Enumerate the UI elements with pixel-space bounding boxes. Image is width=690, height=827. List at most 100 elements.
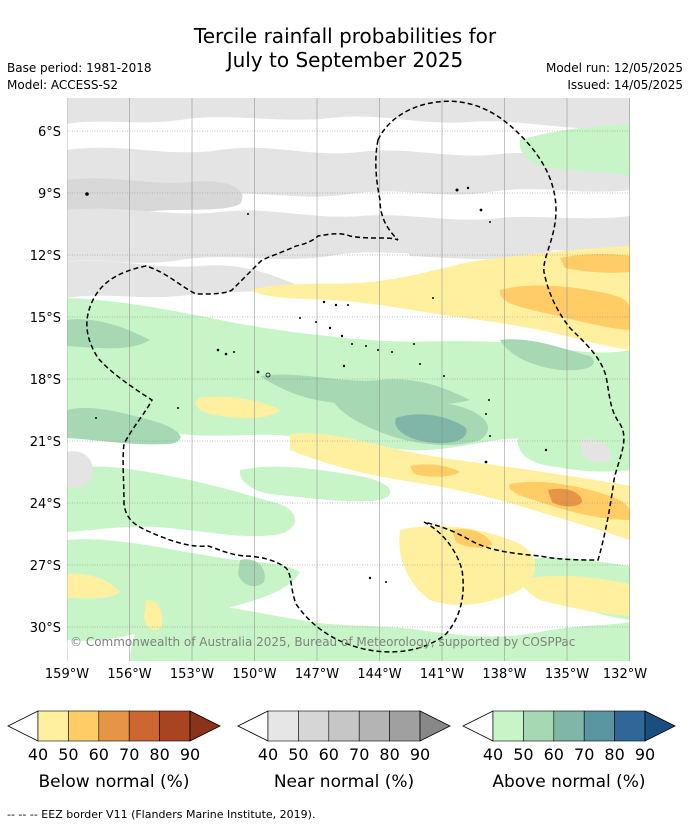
lat-label: 12°S	[30, 249, 61, 264]
colorbar-tick-label: 50	[288, 745, 308, 764]
near-normal-band-1	[67, 98, 630, 129]
colorbar-tick-label: 90	[635, 745, 655, 764]
colorbar-segment	[583, 710, 615, 742]
below-normal-band-2	[290, 433, 630, 540]
above-normal-ne	[519, 124, 630, 176]
lon-label: 132°W	[603, 667, 647, 682]
lon-label: 147°W	[295, 667, 339, 682]
above-normal-west	[67, 407, 181, 445]
colorbar-min-arrow	[7, 710, 39, 742]
meridians	[67, 98, 630, 661]
forecast-map: © Commonwealth of Australia 2025, Bureau…	[7, 98, 676, 792]
colorbar-max-arrow	[419, 710, 451, 742]
lon-label: 135°W	[545, 667, 589, 682]
above-normal-band-g	[130, 600, 630, 661]
model-name: Model: ACCESS-S2	[7, 78, 119, 92]
colorbar-min-arrow	[237, 710, 269, 742]
lon-label: 144°W	[357, 667, 401, 682]
near-normal-lower-2	[580, 438, 612, 463]
lat-label: 30°S	[30, 621, 61, 636]
colorbar-tick-label: 60	[319, 745, 339, 764]
below-normal-band-1b	[499, 285, 630, 330]
colorbars: 40 50 60 70 80 90 Below normal (%) 40 50 60 70 80 90…	[7, 710, 676, 792]
colorbar-segment	[358, 710, 390, 742]
colorbar-tick-label: 40	[28, 745, 48, 764]
colorbar-segment	[37, 710, 69, 742]
colorbar-tick-label: 40	[483, 745, 503, 764]
above-normal-blob-sw	[238, 559, 265, 587]
longitude-labels: 159°W 156°W 153°W 150°W 147°W 144°W 141°…	[45, 667, 647, 682]
title-line-2: July to September 2025	[226, 48, 464, 72]
below-normal-mid	[410, 464, 460, 477]
lon-label: 138°W	[482, 667, 526, 682]
lat-label: 15°S	[30, 311, 61, 326]
colorbar-segment	[298, 710, 330, 742]
colorbar-tick-label: 90	[410, 745, 430, 764]
colorbar-segment	[553, 710, 585, 742]
colorbar-tick-label: 50	[513, 745, 533, 764]
below-normal-sw	[67, 573, 120, 599]
colorbar-tick-label: 80	[149, 745, 169, 764]
colorbar-1: 40 50 60 70 80 90 Below normal (%)	[7, 710, 221, 792]
colorbar-title: Below normal (%)	[39, 772, 190, 792]
colorbar-tick-label: 70	[574, 745, 594, 764]
meta-left: Base period: 1981-2018 Model: ACCESS-S2	[7, 60, 152, 94]
colorbar-segment	[98, 710, 130, 742]
lon-label: 141°W	[420, 667, 464, 682]
colorbar-tick-label: 80	[379, 745, 399, 764]
lat-label: 6°S	[38, 125, 61, 140]
near-normal-band-5	[67, 260, 300, 298]
title-line-1: Tercile rainfall probabilities for	[193, 24, 497, 48]
colorbar-segment	[328, 710, 360, 742]
colorbar-segment	[523, 710, 555, 742]
colorbar-tick-label: 60	[544, 745, 564, 764]
colorbar-tick-label: 70	[119, 745, 139, 764]
lon-label: 159°W	[45, 667, 89, 682]
below-normal-band-3b	[452, 528, 492, 548]
lon-label: 153°W	[170, 667, 214, 682]
model-run: Model run: 12/05/2025	[545, 61, 683, 75]
colorbar-tick-label: 50	[58, 745, 78, 764]
near-normal-lower-1	[67, 451, 93, 488]
above-normal-east	[500, 339, 594, 371]
below-normal-band-3	[399, 525, 535, 605]
lat-label: 18°S	[30, 373, 61, 388]
colorbar-max-arrow	[189, 710, 221, 742]
lat-label: 21°S	[30, 435, 61, 450]
issued-date: Issued: 14/05/2025	[567, 78, 683, 92]
colorbar-segment	[614, 710, 646, 742]
colorbar-segment	[389, 710, 421, 742]
lat-label: 27°S	[30, 559, 61, 574]
latitude-labels: 6°S 9°S 12°S 15°S 18°S 21°S 24°S 27°S 30…	[30, 125, 61, 636]
colorbar-segment	[267, 710, 299, 742]
colorbar-tick-label: 80	[604, 745, 624, 764]
colorbar-tick-label: 40	[258, 745, 278, 764]
islands	[85, 186, 548, 583]
colorbar-3: 40 50 60 70 80 90 Above normal (%)	[462, 710, 676, 792]
probability-fields: © Commonwealth of Australia 2025, Bureau…	[67, 98, 630, 661]
chart-title: Tercile rainfall probabilities for July …	[0, 24, 690, 72]
colorbar-tick-label: 70	[349, 745, 369, 764]
colorbar-segment	[492, 710, 524, 742]
base-period: Base period: 1981-2018	[7, 61, 152, 75]
lon-label: 150°W	[232, 667, 276, 682]
lon-label: 156°W	[107, 667, 151, 682]
below-normal-sw2	[144, 599, 163, 631]
below-normal-west	[195, 396, 280, 419]
meta-right: Model run: 12/05/2025 Issued: 14/05/2025	[546, 60, 683, 94]
lat-label: 24°S	[30, 497, 61, 512]
colorbar-segment	[159, 710, 191, 742]
copyright-text: © Commonwealth of Australia 2025, Bureau…	[70, 635, 575, 649]
colorbar-min-arrow	[462, 710, 494, 742]
colorbar-tick-label: 90	[180, 745, 200, 764]
colorbar-tick-label: 60	[89, 745, 109, 764]
lat-label: 9°S	[38, 187, 61, 202]
colorbar-title: Above normal (%)	[492, 772, 645, 792]
colorbar-max-arrow	[644, 710, 676, 742]
near-normal-band-3	[67, 178, 243, 217]
below-normal-band-1c	[560, 254, 630, 273]
below-normal-se	[525, 575, 630, 616]
colorbar-title: Near normal (%)	[274, 772, 414, 792]
footnote-eez: -- -- -- EEZ border V11 (Flanders Marine…	[7, 808, 316, 821]
above-normal-band-i	[239, 466, 391, 502]
